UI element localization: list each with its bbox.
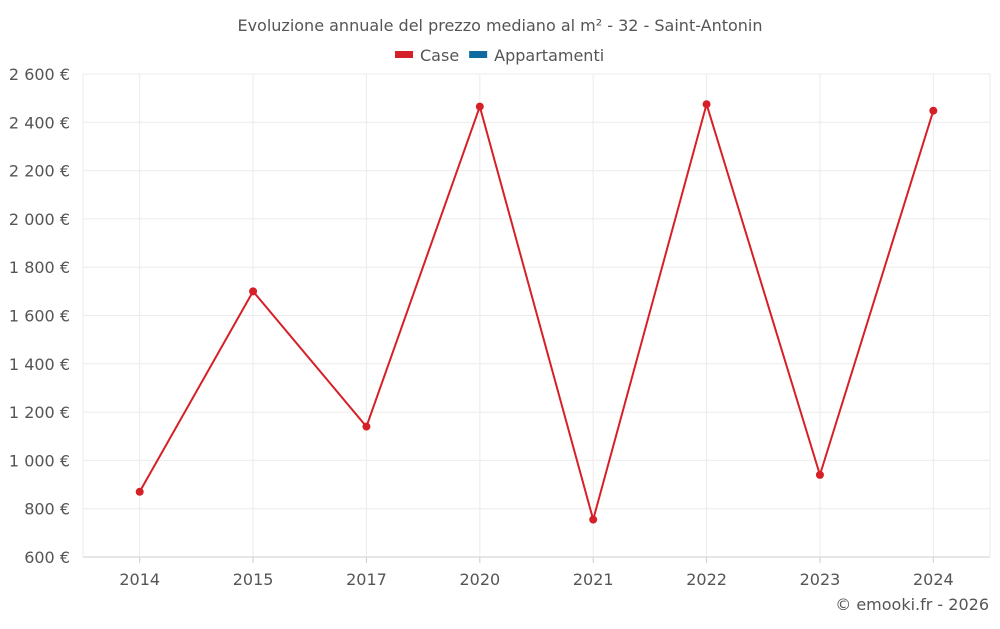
y-tick-label: 2 000 € (9, 210, 70, 229)
legend-swatch-case (395, 51, 413, 58)
x-tick-label: 2023 (800, 570, 841, 589)
data-point (362, 422, 371, 431)
y-tick-label: 1 400 € (9, 355, 70, 374)
x-tick-label: 2017 (346, 570, 387, 589)
y-tick-label: 1 200 € (9, 403, 70, 422)
y-tick-label: 1 600 € (9, 307, 70, 326)
data-point (589, 515, 598, 524)
x-axis: 2014 2015 2017 2020 2021 2022 2023 2024 (119, 557, 954, 589)
legend-label-case: Case (420, 46, 459, 65)
data-point (929, 106, 938, 115)
data-point (249, 287, 258, 296)
y-tick-label: 2 600 € (9, 65, 70, 84)
x-tick-label: 2024 (913, 570, 954, 589)
y-tick-label: 1 800 € (9, 258, 70, 277)
data-point (815, 470, 824, 479)
x-tick-label: 2022 (686, 570, 727, 589)
y-axis: 600 € 800 € 1 000 € 1 200 € 1 400 € 1 600 € 1 … (9, 65, 70, 567)
credit: © emooki.fr - 2026 (835, 595, 989, 614)
data-point (135, 487, 144, 496)
y-tick-label: 600 € (24, 548, 70, 567)
x-tick-label: 2021 (573, 570, 614, 589)
y-tick-label: 2 400 € (9, 113, 70, 132)
x-tick-label: 2015 (233, 570, 274, 589)
legend-label-appartamenti: Appartamenti (494, 46, 604, 65)
chart-title: Evoluzione annuale del prezzo mediano al… (237, 16, 762, 35)
data-point (702, 100, 711, 109)
legend: Case Appartamenti (395, 46, 604, 65)
data-point (475, 102, 484, 111)
x-tick-label: 2014 (119, 570, 160, 589)
legend-swatch-appartamenti (469, 51, 488, 58)
series (135, 100, 938, 524)
y-tick-label: 2 200 € (9, 162, 70, 181)
y-tick-label: 1 000 € (9, 451, 70, 470)
x-tick-label: 2020 (459, 570, 500, 589)
y-tick-label: 800 € (24, 500, 70, 519)
series-line-case (138, 100, 935, 524)
